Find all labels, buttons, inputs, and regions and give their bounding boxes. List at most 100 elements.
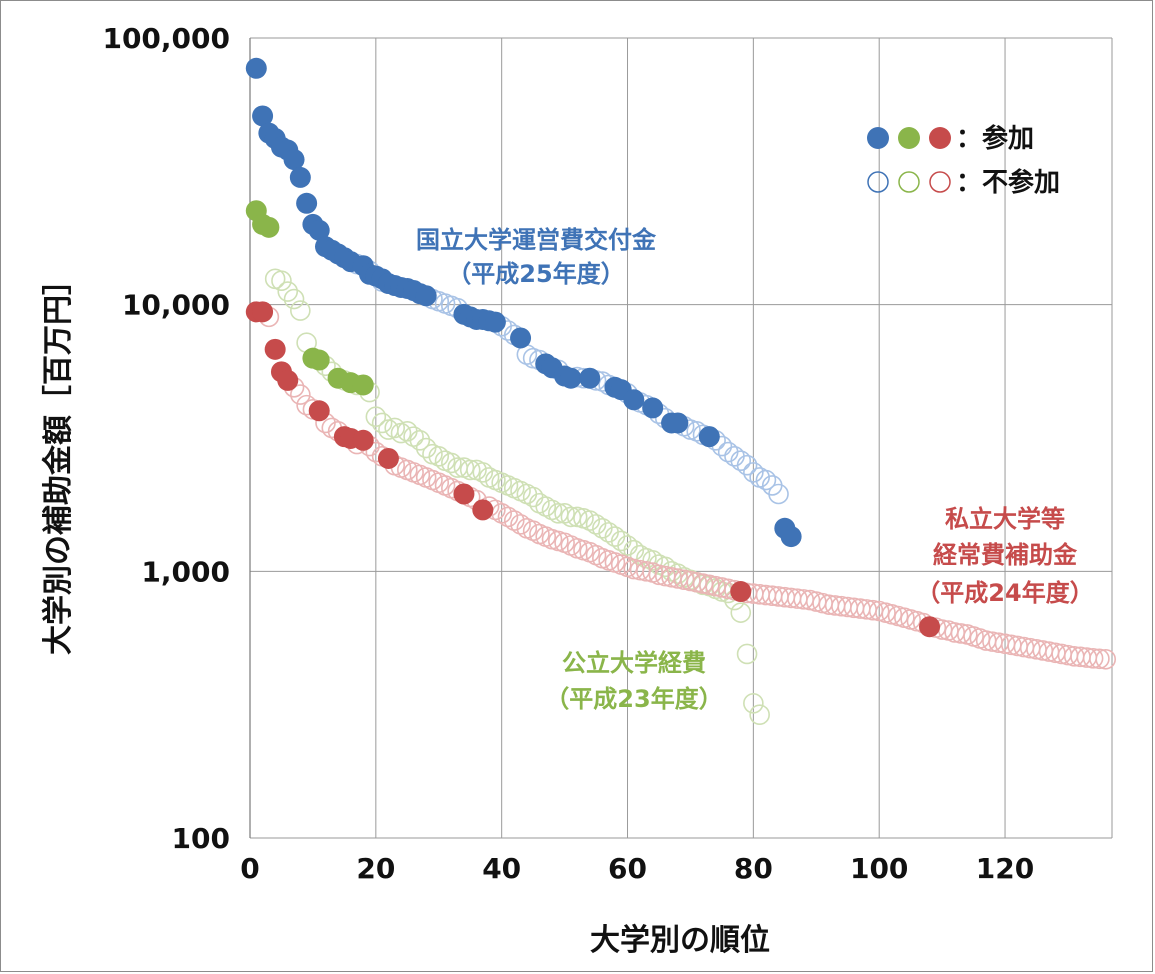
point-national-non-participating [736, 454, 758, 476]
point-private-participating [252, 301, 274, 323]
point-national-participating [252, 105, 274, 127]
annotation-private: 私立大学等 経常費補助金 （平成24年度） [916, 505, 1093, 607]
point-public-non-participating [654, 556, 676, 578]
point-public-participating [258, 216, 280, 238]
annotation-national: 国立大学運営費交付金 （平成25年度） [416, 226, 657, 288]
point-private-non-participating [900, 609, 921, 630]
point-private-participating [919, 616, 941, 638]
point-private-participating [277, 369, 299, 391]
point-private-non-participating [541, 528, 563, 550]
point-private-non-participating [1095, 648, 1117, 670]
point-private-non-participating [881, 604, 903, 625]
legend-national-hollow-marker [867, 171, 889, 193]
x-tick-label: 80 [734, 852, 773, 885]
participating-points [245, 57, 941, 638]
point-public-non-participating [271, 270, 292, 291]
point-public-non-participating [441, 452, 462, 474]
point-public-non-participating [384, 417, 406, 439]
point-private-participating [352, 429, 374, 451]
legend: ：参加 ：不参加 [867, 123, 1060, 198]
point-public-non-participating [472, 462, 494, 483]
y-tick-label: 10,000 [122, 289, 230, 322]
point-private-non-participating [503, 510, 525, 531]
legend-national-filled-marker [867, 127, 889, 149]
legend-non-participating-label: ：不参加 [956, 167, 1060, 198]
point-private-participating [472, 499, 494, 521]
x-tick-label: 0 [240, 852, 259, 885]
legend-public-hollow-marker [898, 171, 920, 193]
point-public-non-participating [642, 549, 663, 571]
tick-labels: 0 20 40 60 80 100 120 100 1,000 10,000 100,000 [102, 22, 1034, 885]
point-private-non-participating [548, 530, 569, 552]
point-private-non-participating [1089, 648, 1110, 670]
x-tick-label: 100 [850, 852, 908, 885]
annotation-national-line2: （平成25年度） [447, 260, 624, 288]
point-public-non-participating [736, 643, 758, 665]
point-private-non-participating [497, 506, 519, 528]
point-public-non-participating [459, 459, 481, 481]
point-public-non-participating [554, 503, 575, 524]
point-national-participating [289, 166, 311, 188]
grid-lines [249, 37, 1113, 839]
point-public-non-participating [365, 406, 387, 428]
point-national-non-participating [743, 462, 764, 483]
point-private-participating [264, 338, 286, 360]
x-tick-label: 20 [356, 852, 395, 885]
point-private-non-participating [812, 592, 833, 614]
y-tick-label: 100 [172, 822, 230, 855]
x-axis-title: 大学別の順位 [590, 923, 770, 958]
point-national-non-participating [724, 446, 745, 467]
point-private-participating [377, 447, 399, 469]
point-national-participating [308, 219, 330, 241]
point-private-non-participating [566, 538, 588, 559]
annotation-public: 公立大学経費 （平成23年度） [545, 649, 722, 713]
point-national-participating [780, 526, 802, 548]
point-public-non-participating [264, 268, 286, 290]
x-tick-label: 40 [482, 852, 521, 885]
point-national-non-participating [768, 483, 789, 505]
annotation-national-line1: 国立大学運営費交付金 [416, 226, 657, 254]
point-public-non-participating [409, 430, 431, 451]
point-national-participating [560, 367, 582, 389]
x-tick-label: 120 [976, 852, 1034, 885]
point-national-participating [415, 285, 437, 307]
point-private-participating [308, 400, 330, 422]
point-national-participating [642, 397, 664, 419]
point-public-non-participating [371, 412, 393, 434]
point-public-non-participating [743, 692, 764, 714]
point-private-non-participating [950, 623, 972, 644]
point-private-non-participating [290, 384, 311, 405]
point-public-non-participating [730, 602, 752, 623]
point-national-participating [245, 57, 267, 79]
point-public-non-participating [390, 422, 412, 444]
point-national-participating [623, 389, 645, 411]
point-national-participating [667, 412, 689, 434]
point-private-non-participating [573, 539, 594, 561]
point-public-non-participating [277, 281, 299, 302]
point-public-participating [308, 349, 330, 371]
annotation-public-line2: （平成23年度） [545, 685, 722, 713]
annotation-private-line1: 私立大学等 [945, 505, 1065, 533]
point-national-participating [698, 426, 720, 448]
point-public-non-participating [749, 704, 770, 725]
y-tick-label: 100,000 [102, 22, 230, 55]
annotation-private-line3: （平成24年度） [916, 579, 1093, 607]
point-private-non-participating [510, 514, 531, 535]
point-private-non-participating [1082, 647, 1104, 669]
y-axis-title: 大学別の補助金額［百万円］ [41, 265, 76, 655]
point-public-non-participating [428, 446, 450, 467]
point-public-non-participating [585, 514, 607, 535]
annotation-public-line1: 公立大学経費 [562, 649, 706, 677]
point-national-participating [283, 149, 305, 171]
point-public-participating [352, 374, 374, 396]
point-national-non-participating [755, 469, 777, 491]
point-national-participating [579, 367, 601, 389]
point-national-participating [510, 327, 532, 349]
legend-private-filled-marker [929, 127, 951, 149]
point-private-participating [453, 483, 475, 505]
point-public-non-participating [290, 300, 311, 321]
point-public-non-participating [579, 510, 601, 531]
